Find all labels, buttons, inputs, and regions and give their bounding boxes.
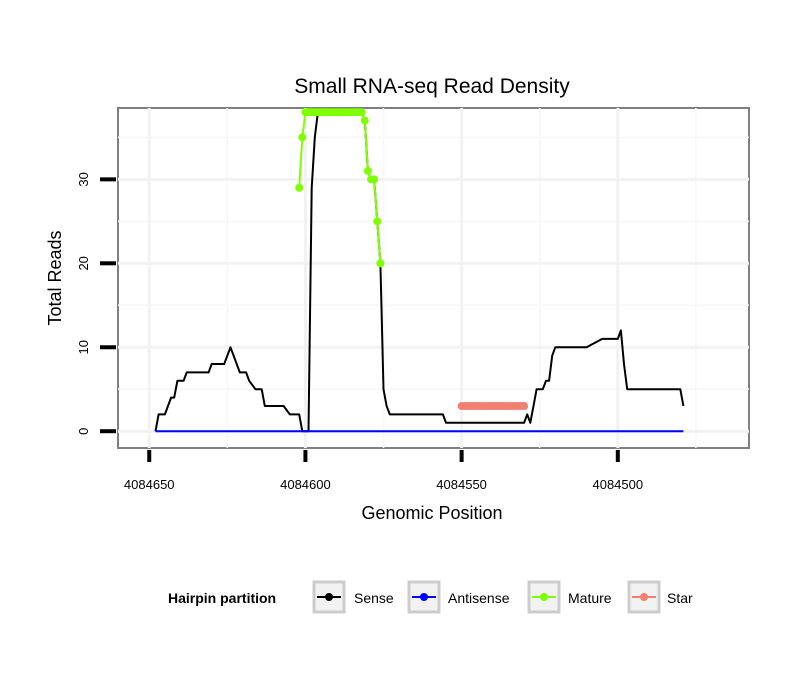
y-tick-label: 10: [76, 340, 91, 354]
y-axis-title: Total Reads: [45, 230, 65, 325]
x-tick-label: 4084600: [280, 477, 331, 492]
legend: Hairpin partition Sense Antisense Mature St…: [168, 580, 693, 614]
mature-point: [370, 175, 379, 184]
chart-title: Small RNA-seq Read Density: [294, 75, 570, 98]
legend-label-sense: Sense: [354, 590, 394, 606]
x-tick-label: 4084650: [124, 477, 175, 492]
legend-label-antisense: Antisense: [448, 590, 510, 606]
legend-title: Hairpin partition: [168, 590, 276, 606]
series-layer: [154, 108, 685, 433]
x-tick-label: 4084550: [436, 477, 487, 492]
y-tick-label: 30: [76, 172, 91, 186]
legend-label-mature: Mature: [568, 590, 612, 606]
x-tick-label: 4084500: [592, 477, 643, 492]
legend-key-point-mature: [540, 593, 548, 601]
mature-point: [298, 133, 307, 142]
mature-point: [295, 183, 304, 192]
legend-key-point-sense: [325, 593, 333, 601]
mature-point: [376, 259, 385, 268]
legend-key-point-star: [640, 593, 648, 601]
mature-point: [360, 116, 369, 125]
mature-point: [373, 217, 382, 226]
y-tick-label: 0: [76, 428, 91, 435]
y-tick-label: 20: [76, 256, 91, 270]
plot-panel: [117, 107, 750, 449]
x-axis-title: Genomic Position: [361, 503, 502, 523]
star-point: [520, 402, 529, 411]
mature-point: [357, 108, 366, 117]
mature-point: [363, 166, 372, 175]
legend-key-point-antisense: [420, 593, 428, 601]
axes: 4084650 4084600 4084550 4084500 0 10 20 30: [76, 172, 643, 492]
legend-label-star: Star: [667, 590, 693, 606]
